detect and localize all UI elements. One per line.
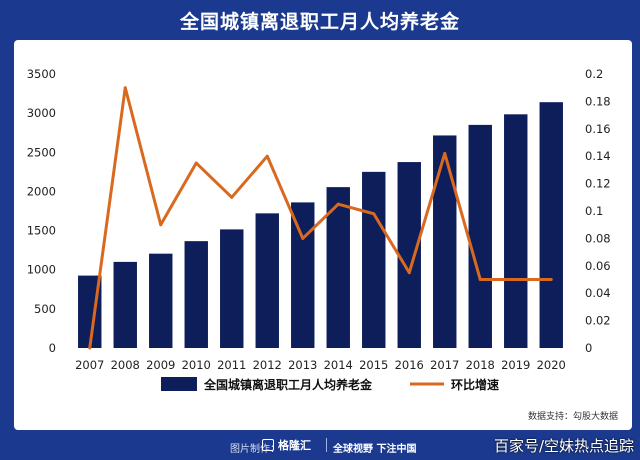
bar <box>433 135 457 348</box>
line-point <box>301 236 305 240</box>
line-point <box>123 86 127 90</box>
bar <box>184 241 208 348</box>
y-right-tick-label: 0.16 <box>585 122 611 136</box>
x-tick-label: 2014 <box>324 358 353 372</box>
bar <box>397 162 421 348</box>
y-right-tick-label: 0.06 <box>585 259 611 273</box>
line-point <box>336 202 340 206</box>
y-left-tick-label: 500 <box>34 302 56 316</box>
bar <box>78 275 102 348</box>
y-right-tick-label: 0.1 <box>585 204 603 218</box>
brand-name: 格隆汇 <box>278 439 311 452</box>
y-left-tick-label: 0 <box>49 341 56 355</box>
y-left-tick-label: 3500 <box>27 67 56 81</box>
bar <box>220 229 244 348</box>
bar <box>468 124 492 348</box>
bar <box>504 114 528 349</box>
bar <box>255 213 279 348</box>
x-tick-label: 2007 <box>75 358 104 372</box>
y-left-tick-label: 2500 <box>27 145 56 159</box>
x-tick-label: 2020 <box>537 358 566 372</box>
source-note: 数据支持：勾股大数据 <box>528 410 618 422</box>
chart-svg: 0 500 1000 1500 2000 2500 3000 3500 0 0.02 0.04 0.0… <box>27 67 618 422</box>
watermark-text: 百家号/空妹热点追踪 <box>493 437 634 455</box>
y-right-tick-label: 0.18 <box>585 94 611 108</box>
x-tick-label: 2010 <box>182 358 211 372</box>
line-point <box>478 278 482 281</box>
line-point <box>159 223 163 227</box>
y-left-tick-label: 3000 <box>27 106 56 120</box>
chart-panel: 0 500 1000 1500 2000 2500 3000 3500 0 0.02 0.04 0.0… <box>14 40 632 430</box>
made-by-label: 图片制作： <box>230 444 280 455</box>
x-tick-label: 2011 <box>217 358 246 372</box>
y-right-tick-label: 0.04 <box>585 286 611 300</box>
legend-bar-swatch <box>161 377 197 391</box>
y-right-tick-label: 0.14 <box>585 149 611 163</box>
x-tick-label: 2013 <box>288 358 317 372</box>
bar <box>291 202 315 348</box>
x-tick-label: 2008 <box>111 358 140 372</box>
bar <box>326 187 350 348</box>
y-left-tick-label: 1500 <box>27 224 56 238</box>
growth-line <box>88 86 552 349</box>
x-tick-label: 2017 <box>430 358 459 372</box>
y-right-tick-label: 0 <box>585 341 592 355</box>
x-tick-label: 2009 <box>146 358 175 372</box>
x-tick-label: 2015 <box>359 358 388 372</box>
line-point <box>194 161 198 165</box>
legend-bar-label: 全国城镇离退职工月人均养老金 <box>203 377 373 392</box>
line-point <box>88 346 92 350</box>
bar <box>113 261 137 348</box>
brand-slogan: 全球视野 下注中国 <box>333 444 417 455</box>
y-left-tick-label: 1000 <box>27 263 56 277</box>
legend-line-label: 环比增速 <box>451 377 499 392</box>
brand-logo-icon <box>262 439 274 451</box>
line-point <box>443 151 447 155</box>
x-tick-label: 2019 <box>501 358 530 372</box>
x-tick-label: 2018 <box>466 358 495 372</box>
chart-title: 全国城镇离退职工月人均养老金 <box>179 10 460 33</box>
bar <box>149 253 173 348</box>
y-right-tick-label: 0.12 <box>585 177 611 191</box>
y-right-tick-label: 0.02 <box>585 314 611 328</box>
x-tick-label: 2016 <box>395 358 424 372</box>
line-point <box>372 212 376 216</box>
y-right-tick-label: 0.08 <box>585 231 611 245</box>
line-point <box>265 154 269 158</box>
line-point <box>514 278 518 281</box>
y-right-tick-label: 0.2 <box>585 67 603 81</box>
y-left-tick-label: 2000 <box>27 184 56 198</box>
line-point <box>230 195 234 199</box>
footer-bar: 图片制作： 格隆汇 全球视野 下注中国 百家号/空妹热点追踪 <box>0 432 640 460</box>
line-point <box>549 278 553 281</box>
bar <box>362 171 386 348</box>
x-tick-label: 2012 <box>253 358 282 372</box>
footer-divider <box>326 438 327 452</box>
line-point <box>407 271 411 275</box>
bar <box>539 102 563 348</box>
